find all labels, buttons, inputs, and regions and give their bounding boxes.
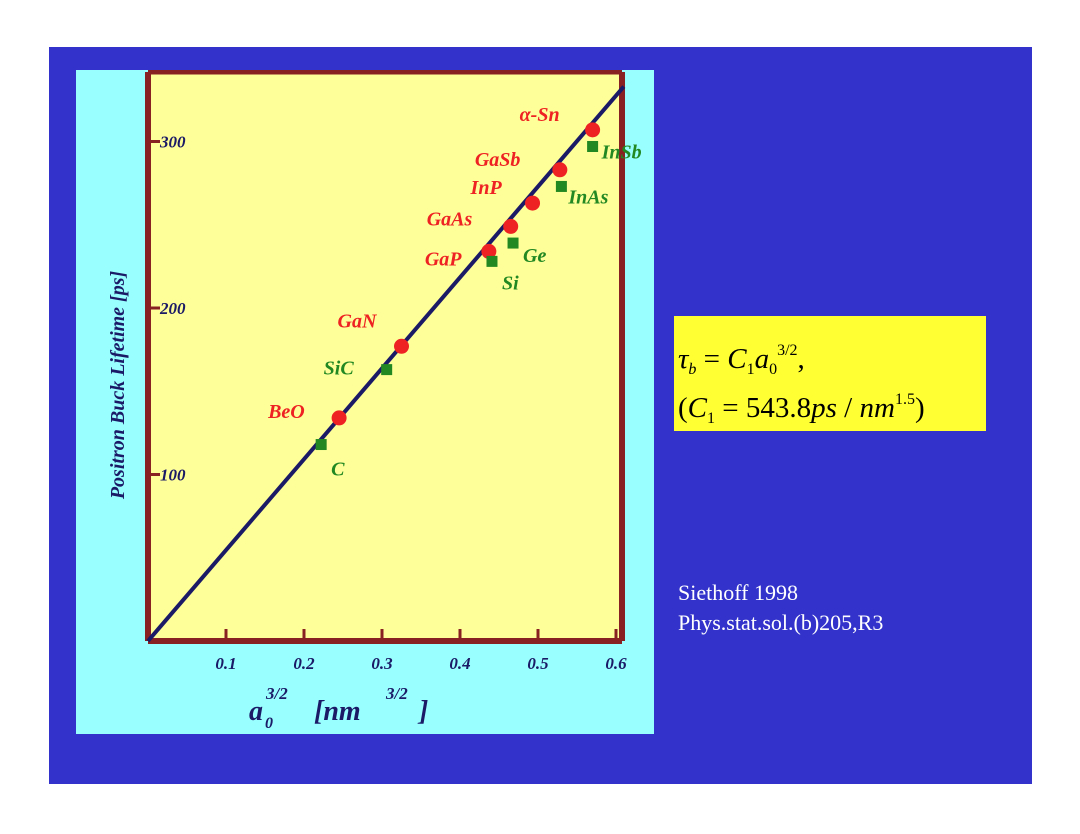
point-gan (394, 338, 409, 354)
formula-c2-subscript: 1 (707, 410, 716, 427)
x-label-unit: [nm (314, 696, 361, 727)
point-c (315, 439, 327, 451)
label-si: Si (502, 272, 519, 294)
formula-unit-superscript: 1.5 (894, 391, 915, 408)
label-beo: BeO (267, 401, 305, 423)
point-sic (381, 364, 393, 376)
x-label-bracket: ] (417, 696, 428, 727)
y-tick-label: 200 (159, 299, 186, 318)
citation: Siethoff 1998 Phys.stat.sol.(b)205,R3 (678, 578, 883, 638)
point-sn (585, 122, 601, 138)
label-ge: Ge (523, 245, 546, 267)
formula-close-paren: ) (914, 392, 925, 424)
label-gaas: GaAs (427, 208, 473, 230)
point-gasb (552, 162, 568, 178)
formula-line-1: τb = C1a0 3/2, (678, 330, 805, 391)
label-inas: InAs (567, 186, 608, 208)
formula-slash: / (836, 392, 860, 424)
point-inas (555, 180, 567, 192)
x-tick-label: 0.4 (449, 654, 470, 673)
formula-unit-ps: ps (811, 392, 837, 424)
citation-journal: Phys.stat.sol.(b)205,R3 (678, 610, 884, 635)
plot-frame (145, 70, 625, 644)
data-points (315, 122, 601, 451)
x-label-subscript: 0 (265, 715, 273, 732)
label-insb: InSb (601, 141, 642, 163)
label-sic: SiC (324, 358, 355, 380)
formula-c-subscript: 1 (746, 361, 755, 378)
formula-tau-subscript: b (688, 361, 697, 378)
point-gap (481, 243, 497, 259)
x-label-unit-superscript: 3/2 (385, 684, 408, 703)
x-label-symbol: a (249, 696, 263, 727)
citation-author-year: Siethoff 1998 (678, 580, 798, 605)
formula-unit-nm: nm (859, 392, 895, 424)
formula-c: C (727, 343, 747, 375)
label-gasb: GaSb (475, 149, 521, 171)
label-gan: GaN (338, 310, 378, 332)
label-inp: InP (470, 177, 503, 199)
tick-labels: 0.1 0.2 0.3 0.4 0.5 0.6 100 200 300 (159, 133, 627, 674)
formula-equals: = (696, 343, 728, 375)
point-si (486, 255, 498, 267)
formula-tau: τ (678, 343, 689, 375)
y-tick-label: 100 (160, 466, 186, 485)
formula-a-subscript: 0 (769, 361, 778, 378)
label-c: C (331, 459, 345, 481)
x-axis-label: a 0 3/2 [nm 3/2] (249, 684, 428, 732)
formula-box: τb = C1a03/2, (C1 = 543.8ps / nm1.5) (674, 316, 986, 431)
formula-open-paren: ( (678, 392, 688, 424)
x-tick-label: 0.6 (605, 654, 627, 673)
formula-a: a (754, 343, 770, 375)
formula-line-2: (C1 = 543.8ps / nm1.5) (678, 379, 925, 440)
label-sn: α-Sn (520, 104, 560, 126)
x-tick-label: 0.5 (527, 654, 549, 673)
y-axis-label: Positron Buck Lifetime [ps] (107, 271, 129, 501)
formula-a-superscript: 3/2 (777, 342, 798, 359)
formula-c2: C (687, 392, 708, 424)
formula-value: = 543.8 (715, 392, 812, 424)
point-gaas (503, 218, 519, 234)
axis-ticks (148, 140, 618, 641)
point-insb (587, 140, 599, 152)
label-gap: GaP (425, 248, 462, 270)
point-ge (507, 237, 519, 249)
point-inp (525, 195, 541, 211)
formula-comma: , (797, 343, 805, 375)
x-tick-label: 0.3 (371, 654, 393, 673)
x-label-superscript: 3/2 (265, 684, 288, 703)
x-tick-label: 0.1 (215, 654, 236, 673)
fit-line (146, 85, 626, 643)
chart-panel: 0.1 0.2 0.3 0.4 0.5 0.6 100 200 300 BeO GaN GaP GaA… (76, 70, 654, 734)
lifetime-chart: 0.1 0.2 0.3 0.4 0.5 0.6 100 200 300 BeO GaN GaP GaA… (107, 70, 642, 732)
x-tick-label: 0.2 (293, 654, 315, 673)
point-beo (331, 410, 347, 426)
y-tick-label: 300 (159, 133, 186, 152)
